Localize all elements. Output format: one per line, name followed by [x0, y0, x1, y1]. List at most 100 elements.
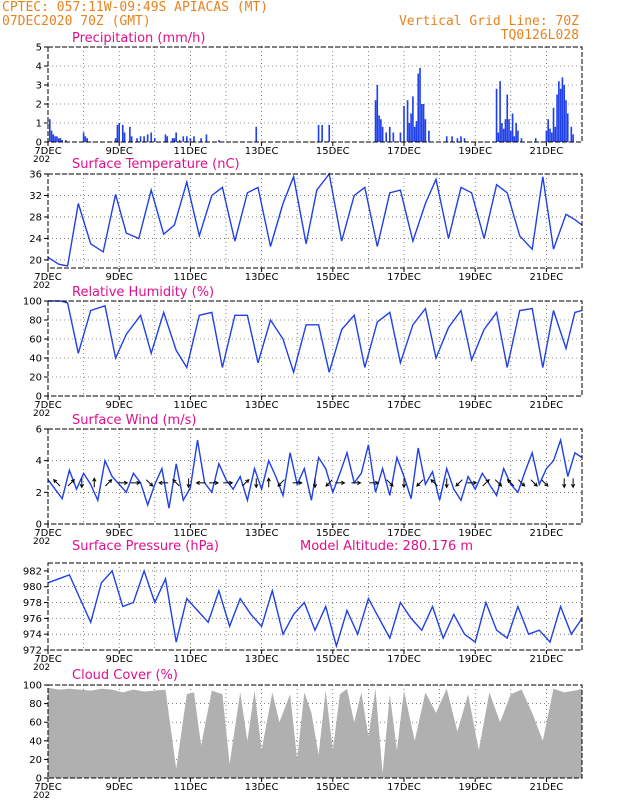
wind-arrow: [145, 479, 154, 487]
wind-arrow: [130, 480, 141, 485]
run-time-line: 07DEC2020 70Z (GMT): [2, 14, 151, 29]
panel-frame: [47, 428, 583, 525]
precip-bar: [175, 132, 177, 142]
wind-arrow: [118, 480, 129, 485]
x-tick-label: 7DEC: [34, 272, 61, 283]
y-tick-label: 5: [36, 43, 42, 54]
precip-bar: [415, 121, 418, 142]
precip-bar: [463, 138, 466, 142]
x-tick-label: 9DEC: [106, 654, 133, 665]
wind-arrow: [335, 480, 346, 485]
x-tick-label: 13DEC: [245, 146, 279, 157]
precip-bar: [515, 123, 517, 142]
precip-bar: [121, 124, 124, 142]
precip-bar: [419, 67, 421, 142]
precip-bar: [173, 138, 176, 142]
precip-bar: [451, 136, 453, 142]
y-tick-label: 40: [29, 354, 42, 365]
x-tick-label: 21DEC: [530, 654, 564, 665]
run-code: TQ0126L028: [500, 28, 579, 43]
y-tick-label: 976: [23, 614, 42, 625]
wind-arrow: [209, 480, 220, 485]
precip-bar: [552, 107, 555, 142]
x-tick-label: 15DEC: [316, 528, 350, 539]
x-tick-label: 17DEC: [387, 400, 421, 411]
x-tick-label: 13DEC: [245, 400, 279, 411]
x-year-label: 202: [33, 155, 50, 165]
y-tick-label: 1: [36, 119, 42, 130]
x-tick-label: 19DEC: [458, 146, 492, 157]
y-tick-label: 2: [36, 488, 42, 499]
y-tick-label: 4: [36, 62, 42, 73]
x-year-label: 202: [33, 663, 50, 673]
y-tick-label: 20: [29, 755, 42, 766]
x-tick-label: 15DEC: [316, 272, 350, 283]
x-tick-label: 19DEC: [458, 782, 492, 793]
precip-bar: [57, 138, 60, 142]
panel-temp: 20 24 28 32 36 7DEC 9DEC 11DEC 13DEC 15DEC 17DEC 19…: [29, 157, 583, 291]
wind-arrow: [172, 478, 180, 487]
wind-arrow: [292, 480, 303, 485]
y-tick-label: 0: [36, 774, 42, 785]
precip-bar: [48, 119, 51, 142]
precip-bar: [189, 138, 192, 142]
y-tick-label: 0: [36, 392, 42, 403]
precip-bar: [84, 136, 87, 142]
precip-bar: [146, 134, 149, 142]
x-tick-label: 17DEC: [387, 782, 421, 793]
x-tick-label: 21DEC: [530, 782, 564, 793]
x-year-label: 202: [33, 281, 50, 291]
x-tick-label: 15DEC: [316, 782, 350, 793]
precip-bar: [186, 136, 188, 142]
precip-bar: [499, 81, 501, 142]
precip-bar: [82, 132, 85, 142]
x-tick-label: 15DEC: [316, 146, 350, 157]
wind-arrow: [401, 478, 407, 489]
precip-bar: [549, 128, 551, 142]
y-tick-label: 80: [29, 699, 42, 710]
precip-bar: [61, 140, 64, 142]
x-tick-label: 15DEC: [316, 400, 350, 411]
y-tick-label: 60: [29, 718, 42, 729]
panel-frame: [47, 173, 583, 269]
precip-bar: [171, 138, 174, 142]
y-tick-label: 0: [36, 520, 42, 531]
wind-arrow: [416, 479, 424, 487]
precip-bar: [150, 132, 153, 142]
precip-bar: [129, 126, 131, 142]
wind-arrow: [494, 479, 503, 487]
x-tick-label: 17DEC: [387, 272, 421, 283]
y-tick-label: 100: [23, 681, 42, 692]
precip-bar: [143, 136, 145, 142]
grid-note: Vertical Grid Line: 70Z: [398, 14, 579, 29]
precip-bar: [218, 140, 220, 142]
x-year-label: 202: [33, 409, 50, 419]
panel-wind: 0 2 4 6 7DEC 9DEC 11DEC 13DEC 15DEC 17DEC 19DEC 21D…: [33, 413, 583, 547]
x-tick-label: 13DEC: [245, 272, 279, 283]
precip-bar: [509, 130, 512, 142]
panel-frame: [47, 300, 583, 397]
precip-bar: [114, 138, 117, 142]
x-tick-label: 9DEC: [106, 146, 133, 157]
precip-bar: [123, 132, 126, 142]
precip-bar: [559, 88, 562, 142]
precip-bar: [506, 94, 509, 142]
wind-arrow: [79, 478, 84, 489]
x-tick-label: 13DEC: [245, 654, 279, 665]
precip-bar: [59, 138, 62, 142]
x-tick-label: 7DEC: [34, 400, 61, 411]
wind-arrow: [223, 480, 234, 485]
cloud-cover-area: [48, 687, 582, 778]
precip-bar: [200, 138, 202, 142]
precip-bar: [118, 123, 121, 142]
wind-arrow: [195, 480, 206, 485]
y-tick-label: 80: [29, 316, 42, 327]
precip-bar: [572, 134, 574, 142]
wind-arrow: [105, 478, 113, 487]
wind-arrow: [242, 478, 250, 487]
precip-bar: [420, 104, 423, 142]
precip-bar: [54, 136, 56, 142]
y-tick-label: 982: [23, 566, 42, 577]
precip-bar: [50, 130, 53, 142]
